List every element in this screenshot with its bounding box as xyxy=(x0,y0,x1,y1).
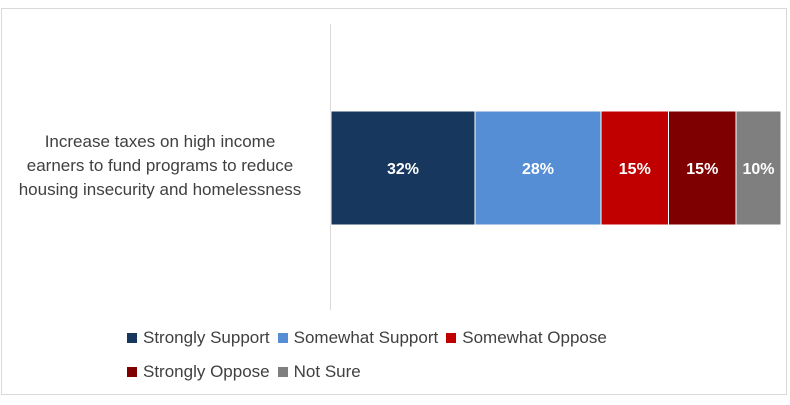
data-label-strongly-support: 32% xyxy=(387,161,419,178)
legend: Strongly Support Somewhat Support Somewh… xyxy=(127,327,687,395)
data-label-somewhat-oppose: 15% xyxy=(619,161,651,178)
data-label-not-sure: 10% xyxy=(742,161,774,178)
data-label-strongly-oppose: 15% xyxy=(686,161,718,178)
legend-row-1: Strongly Support Somewhat Support Somewh… xyxy=(127,327,687,349)
category-label-line-3: housing insecurity and homelessness xyxy=(18,180,302,199)
category-label-line-1: Increase taxes on high income xyxy=(44,132,276,151)
legend-label: Somewhat Oppose xyxy=(462,328,607,347)
legend-item-strongly-support: Strongly Support xyxy=(127,328,270,348)
legend-swatch xyxy=(277,333,288,343)
bar-segment-somewhat-support xyxy=(474,110,602,226)
legend-item-somewhat-support: Somewhat Support xyxy=(277,328,439,348)
legend-swatch xyxy=(277,367,288,377)
legend-item-somewhat-oppose: Somewhat Oppose xyxy=(446,328,607,348)
category-label: Increase taxes on high income earners to… xyxy=(0,130,320,202)
legend-label: Not Sure xyxy=(293,362,361,381)
data-label-somewhat-support: 28% xyxy=(522,161,554,178)
legend-label: Somewhat Support xyxy=(293,328,439,347)
legend-item-strongly-oppose: Strongly Oppose xyxy=(127,362,270,382)
bar-segment-not-sure xyxy=(735,110,782,226)
legend-label: Strongly Support xyxy=(143,328,270,347)
legend-swatch xyxy=(127,367,137,377)
legend-row-2: Strongly Oppose Not Sure xyxy=(127,361,687,383)
bar-segment-somewhat-oppose xyxy=(600,110,669,226)
legend-label: Strongly Oppose xyxy=(143,362,270,381)
category-label-line-2: earners to fund programs to reduce xyxy=(26,156,294,175)
bar-segment-strongly-oppose xyxy=(668,110,737,226)
legend-swatch xyxy=(446,333,457,343)
legend-swatch xyxy=(127,333,137,343)
legend-item-not-sure: Not Sure xyxy=(277,362,361,382)
